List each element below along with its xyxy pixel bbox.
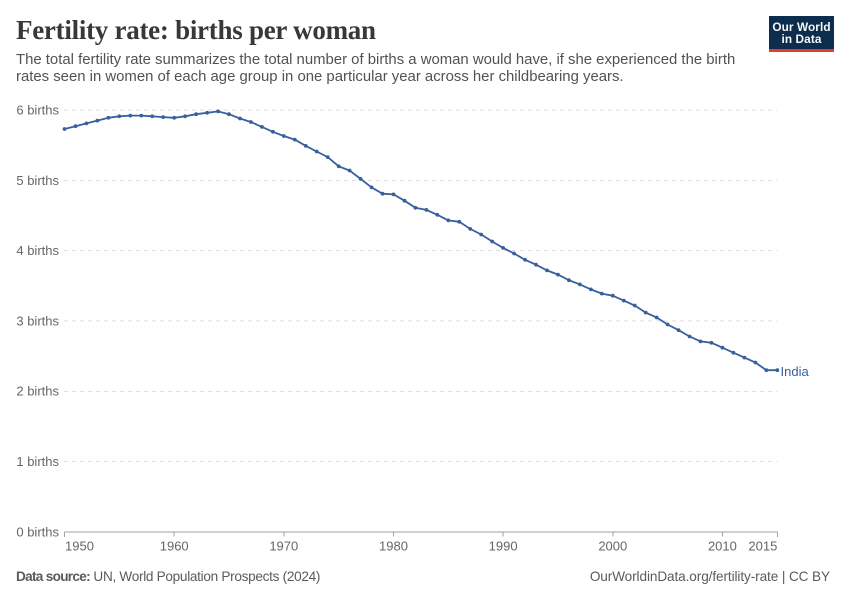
svg-text:2 births: 2 births (16, 384, 59, 399)
svg-text:1960: 1960 (160, 539, 189, 554)
svg-text:1950: 1950 (65, 539, 94, 554)
svg-text:1 births: 1 births (16, 454, 59, 469)
svg-text:6 births: 6 births (16, 103, 59, 118)
svg-text:0 births: 0 births (16, 524, 59, 539)
svg-text:1980: 1980 (379, 539, 408, 554)
svg-text:India: India (781, 364, 810, 379)
svg-text:2010: 2010 (708, 539, 737, 554)
svg-text:1990: 1990 (489, 539, 518, 554)
svg-text:5 births: 5 births (16, 173, 59, 188)
svg-text:2015: 2015 (748, 539, 777, 554)
svg-text:1970: 1970 (269, 539, 298, 554)
svg-text:2000: 2000 (598, 539, 627, 554)
svg-text:3 births: 3 births (16, 313, 59, 328)
svg-text:4 births: 4 births (16, 243, 59, 258)
